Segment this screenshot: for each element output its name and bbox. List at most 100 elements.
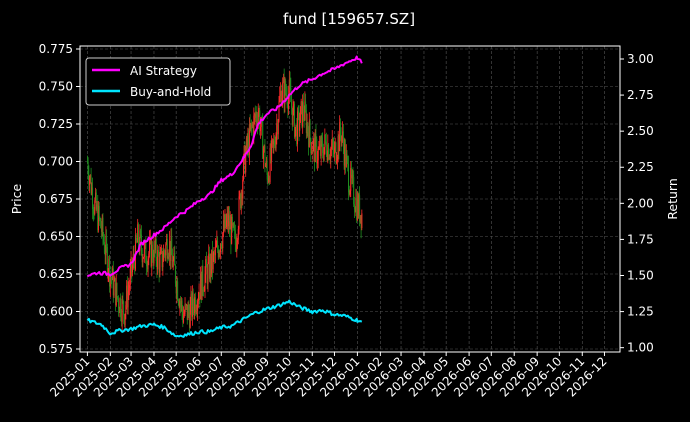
candle-body (343, 145, 345, 166)
candle-body (180, 300, 182, 304)
candle-body (99, 217, 101, 219)
candle-body (299, 122, 301, 131)
candle-body (326, 154, 328, 161)
candle-body (279, 96, 281, 102)
candle-body (91, 187, 93, 194)
candle-body (311, 151, 313, 154)
candle-body (158, 255, 160, 273)
candle-body (275, 134, 277, 149)
candle-body (320, 137, 322, 156)
candle-body (171, 237, 173, 255)
candle-body (291, 107, 293, 125)
candle-body (191, 292, 193, 317)
candle-body (208, 253, 210, 279)
candle-body (92, 209, 94, 212)
legend-box (85, 57, 231, 106)
candle-body (248, 123, 250, 155)
candle-body (87, 161, 89, 175)
candle-body (106, 247, 108, 275)
candle-body (305, 110, 307, 134)
y-axis-left: 0.575 0.600 0.625 0.650 0.675 0.700 0.725 0.750… (39, 42, 80, 356)
candle-body (267, 175, 269, 182)
y-left-tick-label: 0.700 (39, 155, 73, 169)
candle-body (178, 302, 180, 308)
candle-body (117, 296, 119, 299)
candle-body (88, 174, 90, 185)
candle-body (302, 102, 304, 114)
candle-body (113, 281, 115, 296)
candle-body (286, 94, 288, 105)
candle-body (198, 292, 200, 300)
candle-body (249, 123, 251, 129)
candle-body (218, 251, 220, 258)
candle-body (207, 261, 209, 284)
candle-body (331, 147, 333, 149)
candle-body (307, 123, 309, 133)
candle-body (272, 139, 274, 145)
candle-body (154, 241, 156, 251)
candle-body (117, 298, 119, 309)
candle-body (310, 138, 312, 154)
candle-body (97, 206, 99, 231)
candle-body (134, 260, 136, 270)
candle-body (334, 142, 336, 148)
candle-body (231, 216, 233, 226)
candle-body (179, 301, 181, 308)
candle-body (104, 252, 106, 256)
candle-body (110, 275, 112, 278)
candle-body (160, 251, 162, 254)
candle-body (226, 213, 228, 221)
candle-body (228, 215, 230, 227)
candle-body (103, 241, 105, 253)
candle-body (169, 240, 171, 262)
candle-body (128, 287, 130, 291)
candle-body (101, 217, 103, 232)
candle-body (143, 257, 145, 259)
y-left-tick-label: 0.675 (39, 192, 73, 206)
candle-body (242, 179, 244, 199)
candle-body (333, 147, 335, 155)
candle-body (102, 217, 104, 237)
candle-body (143, 245, 145, 258)
y-axis-right: 1.00 1.25 1.50 1.75 2.00 2.25 2.50 2.75 3.00 (620, 52, 654, 355)
candle-body (325, 141, 327, 155)
candle-body (194, 297, 196, 312)
candle-body (263, 145, 265, 150)
candle-body (236, 242, 238, 251)
candle-body (304, 101, 306, 121)
candle-body (100, 228, 102, 232)
candle-body (295, 125, 297, 128)
candle-body (115, 283, 117, 306)
candle-body (264, 145, 266, 167)
candle-body (195, 310, 197, 312)
candle-body (324, 134, 326, 148)
candle-body (144, 241, 146, 246)
candle-body (126, 285, 128, 308)
y-left-tick-label: 0.625 (39, 267, 73, 281)
candle-body (294, 127, 296, 138)
candle-body (167, 255, 169, 259)
candle-body (232, 223, 234, 226)
candle-body (342, 131, 344, 146)
candle-body (241, 192, 243, 199)
candle-body (251, 124, 253, 127)
candle-body (221, 247, 223, 249)
candle-body (255, 113, 257, 118)
candle-body (337, 136, 339, 157)
candle-body (174, 265, 176, 284)
candle-body (250, 123, 252, 129)
candle-body (214, 246, 216, 256)
candle-body (190, 294, 192, 305)
candle-body (243, 145, 245, 157)
candle-body (173, 253, 175, 261)
candle-body (162, 261, 164, 268)
candle-body (163, 250, 165, 262)
candle-body (209, 256, 211, 279)
candle-body (282, 78, 284, 83)
candle-body (139, 230, 141, 252)
candle-body (196, 310, 198, 312)
candle-body (199, 292, 201, 300)
candle-body (149, 240, 151, 254)
candle-body (193, 306, 195, 314)
candle-body (350, 167, 352, 191)
